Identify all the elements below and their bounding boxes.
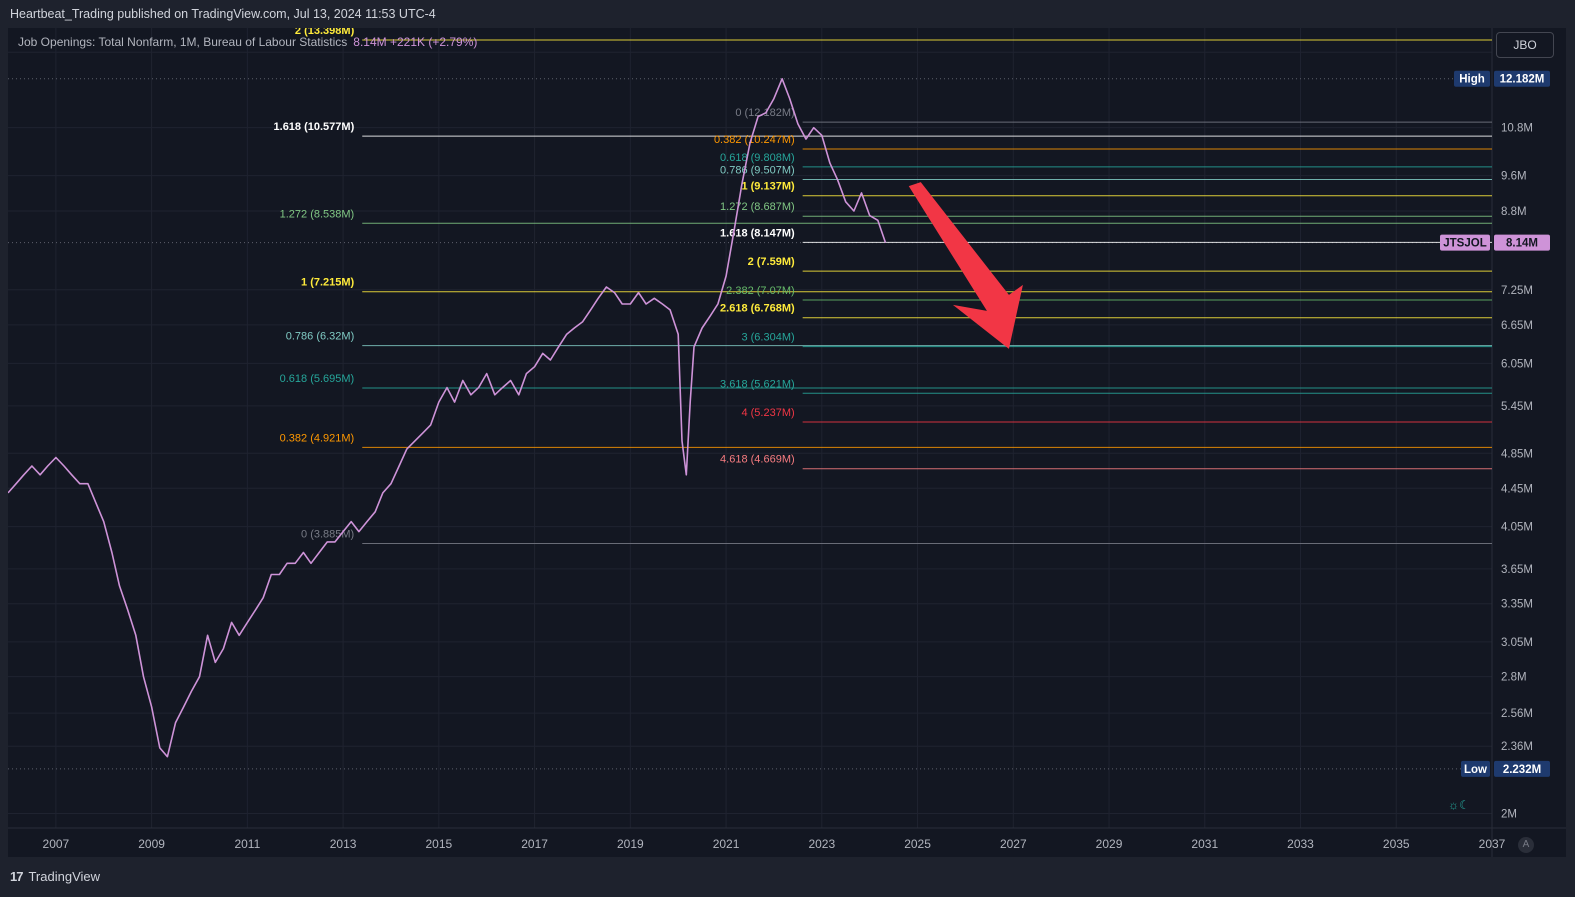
- x-tick-label: 2015: [425, 837, 452, 851]
- fib-level-label: 1.618 (10.577M): [274, 121, 355, 133]
- fib-ext-label: 2 (7.59M): [748, 256, 795, 268]
- fib-ext-label: 1 (9.137M): [741, 181, 795, 193]
- x-tick-label: 2011: [234, 837, 260, 851]
- y-tick-label: 4.85M: [1501, 448, 1533, 460]
- x-tick-label: 2009: [138, 837, 165, 851]
- fib-ext-label: 3 (6.304M): [741, 332, 794, 344]
- x-tick-label: 2025: [904, 837, 931, 851]
- x-tick-label: 2007: [43, 837, 70, 851]
- series-legend[interactable]: Job Openings: Total Nonfarm, 1M, Bureau …: [18, 35, 477, 49]
- y-tick-label: 8.8M: [1501, 206, 1527, 218]
- fib-ext-label: 3.618 (5.621M): [720, 378, 795, 390]
- footer-bar: 17 TradingView: [0, 857, 1575, 897]
- x-tick-label: 2017: [521, 837, 548, 851]
- y-tick-label: 4.05M: [1501, 522, 1533, 534]
- y-tick-label: 10.8M: [1501, 123, 1533, 135]
- fib-ext-label: 1.618 (8.147M): [720, 227, 795, 239]
- x-tick-label: 2021: [713, 837, 740, 851]
- down-arrow-annotation: [908, 182, 1023, 349]
- header-bar: Heartbeat_Trading published on TradingVi…: [0, 0, 1575, 28]
- publish-info: Heartbeat_Trading published on TradingVi…: [10, 7, 436, 21]
- y-tick-label: 2.8M: [1501, 672, 1527, 684]
- x-tick-label: 2013: [330, 837, 357, 851]
- badge-label: Low: [1464, 764, 1487, 776]
- fib-ext-label: 0.786 (9.507M): [720, 165, 795, 177]
- legend-value: 8.14M +221K (+2.79%): [353, 35, 478, 49]
- x-tick-label: 2031: [1191, 837, 1218, 851]
- fib-ext-label: 4.618 (4.669M): [720, 454, 795, 466]
- y-tick-label: 2.56M: [1501, 708, 1533, 720]
- fib-ext-label: 1.272 (8.687M): [720, 201, 795, 213]
- tradingview-logo-icon: 17: [10, 869, 24, 884]
- y-tick-label: 7.25M: [1501, 285, 1533, 297]
- badge-label-bg: [1440, 234, 1490, 251]
- y-tick-label: 3.05M: [1501, 637, 1533, 649]
- fib-level-label: 1 (7.215M): [301, 277, 355, 289]
- series-line: [8, 78, 887, 758]
- x-tick-label: 2023: [808, 837, 835, 851]
- fib-ext-label: 4 (5.237M): [741, 407, 794, 419]
- x-tick-label: 2035: [1383, 837, 1410, 851]
- badge-label-bg: [1461, 760, 1490, 777]
- badge-value-bg: [1494, 234, 1550, 251]
- badge-value: 12.182M: [1500, 74, 1545, 86]
- y-tick-label: 9.6M: [1501, 171, 1527, 183]
- fib-ext-label: 2.618 (6.768M): [720, 303, 795, 315]
- symbol-button[interactable]: JBO: [1496, 32, 1554, 58]
- y-tick-label: 3.35M: [1501, 599, 1533, 611]
- fib-level-label: 0 (3.885M): [301, 528, 354, 540]
- badge-label: JTSJOL: [1443, 238, 1486, 250]
- badge-value: 2.232M: [1503, 764, 1541, 776]
- y-tick-label: 6.05M: [1501, 358, 1533, 370]
- badge-value-bg: [1494, 70, 1550, 87]
- fib-ext-label: 0.382 (10.247M): [714, 134, 795, 146]
- x-tick-label: 2037: [1479, 837, 1506, 851]
- x-tick-label: 2027: [1000, 837, 1027, 851]
- x-tick-label: 2019: [617, 837, 644, 851]
- fib-level-label: 2 (13.398M): [295, 28, 355, 37]
- chart-area[interactable]: 2 (13.398M) 1.618 (10.577M) 1.272 (8.538M)…: [8, 28, 1566, 857]
- fib-level-label: 0.382 (4.921M): [280, 432, 355, 444]
- y-tick-label: 2.36M: [1501, 741, 1533, 753]
- tradingview-logo-text: TradingView: [28, 869, 101, 884]
- legend-title: Job Openings: Total Nonfarm, 1M, Bureau …: [18, 35, 348, 49]
- badge-value: 8.14M: [1506, 238, 1538, 250]
- theme-toggle-icon[interactable]: ☼☾: [1448, 798, 1470, 812]
- y-tick-label: 2M: [1501, 809, 1517, 821]
- badge-value-bg: [1494, 760, 1550, 777]
- fib-ext-label: 2.382 (7.07M): [726, 285, 794, 297]
- y-tick-label: 5.45M: [1501, 401, 1533, 413]
- y-tick-label: 6.65M: [1501, 320, 1533, 332]
- tradingview-logo[interactable]: 17 TradingView: [10, 869, 100, 884]
- fib-level-label: 0.618 (5.695M): [280, 373, 355, 385]
- chart-svg[interactable]: 2 (13.398M) 1.618 (10.577M) 1.272 (8.538M)…: [8, 28, 1566, 857]
- fib-level-label: 1.272 (8.538M): [280, 208, 355, 220]
- fib-level-label: 0.786 (6.32M): [286, 331, 354, 343]
- x-tick-label: 2029: [1096, 837, 1123, 851]
- auto-scale-button[interactable]: A: [1518, 837, 1534, 853]
- badge-label-bg: [1454, 70, 1490, 87]
- badge-label: High: [1459, 74, 1485, 86]
- y-tick-label: 3.65M: [1501, 564, 1533, 576]
- fib-ext-label: 0.618 (9.808M): [720, 152, 795, 164]
- y-tick-label: 4.45M: [1501, 483, 1533, 495]
- x-tick-label: 2033: [1287, 837, 1314, 851]
